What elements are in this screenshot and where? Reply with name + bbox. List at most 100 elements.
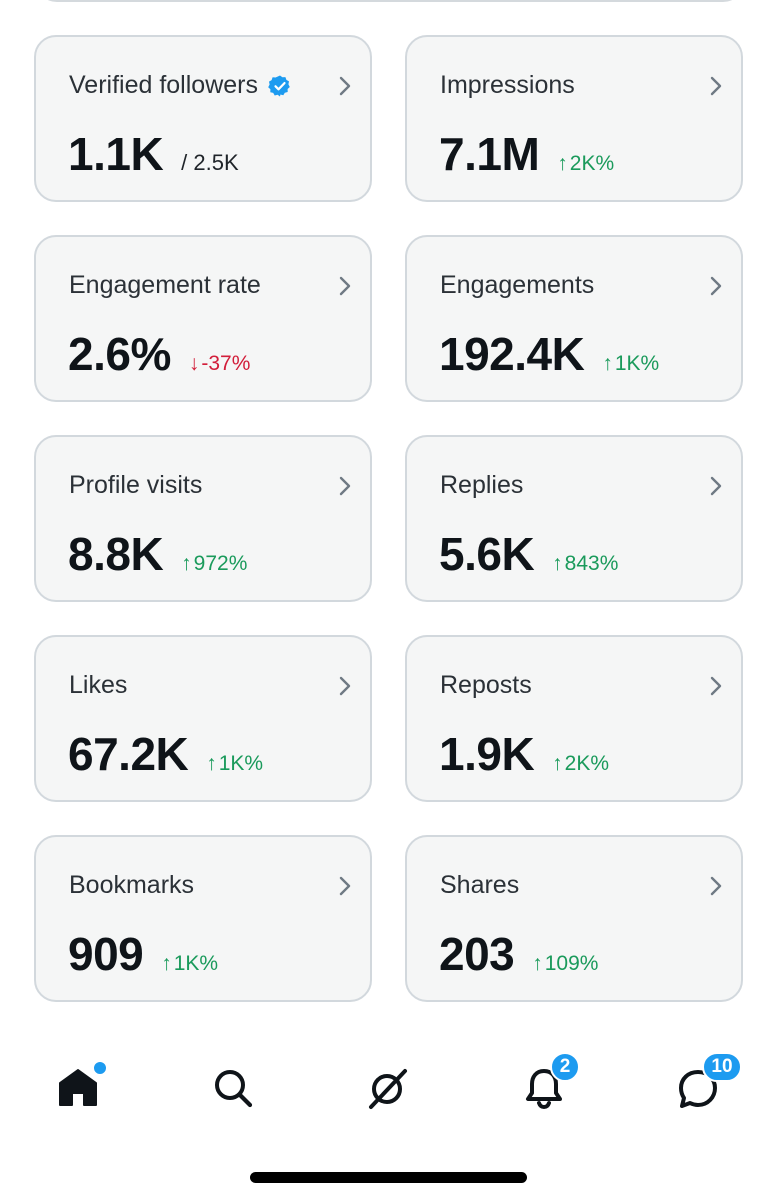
messages-badge: 10 xyxy=(702,1052,742,1082)
metric-delta: ↑ 109% xyxy=(532,952,598,976)
value-row: 1.9K ↑ 2K% xyxy=(439,727,609,781)
arrow-up-icon: ↑ xyxy=(552,752,563,775)
arrow-up-icon: ↑ xyxy=(532,952,543,975)
metric-delta: ↑ 1K% xyxy=(161,952,218,976)
metric-delta: ↑ 2K% xyxy=(557,152,614,176)
value-row: 5.6K ↑ 843% xyxy=(439,527,618,581)
metric-value: 7.1M xyxy=(439,128,540,180)
delta-text: 2K% xyxy=(569,152,615,175)
metric-value: 5.6K xyxy=(439,528,535,580)
delta-text: 109% xyxy=(544,952,599,975)
arrow-up-icon: ↑ xyxy=(161,952,172,975)
value-row: 67.2K ↑ 1K% xyxy=(68,727,263,781)
metric-value: 8.8K xyxy=(68,528,164,580)
card-label-text: Reposts xyxy=(440,671,532,699)
metric-delta: ↓ -37% xyxy=(189,352,251,376)
card-engagement-rate[interactable]: Engagement rate 2.6% ↓ -37% xyxy=(34,235,372,402)
metric-value: 67.2K xyxy=(68,728,189,780)
tab-notifications[interactable]: 2 xyxy=(514,1052,580,1118)
previous-card-edge xyxy=(35,0,745,2)
delta-text: 843% xyxy=(564,552,619,575)
metric-value: 192.4K xyxy=(439,328,585,380)
card-reposts[interactable]: Reposts 1.9K ↑ 2K% xyxy=(405,635,743,802)
arrow-up-icon: ↑ xyxy=(181,552,192,575)
metric-delta: ↑ 972% xyxy=(181,552,247,576)
card-label: Verified followers xyxy=(69,71,292,100)
tab-home[interactable] xyxy=(48,1058,108,1118)
tab-messages[interactable]: 10 xyxy=(668,1052,742,1118)
value-row: 203 ↑ 109% xyxy=(439,927,598,981)
chevron-right-icon xyxy=(339,476,351,496)
verified-badge-icon xyxy=(268,75,290,96)
chat-bubble-icon xyxy=(679,1070,717,1108)
metric-value: 203 xyxy=(439,928,515,980)
arrow-up-icon: ↑ xyxy=(552,552,563,575)
card-label: Profile visits xyxy=(69,471,202,500)
value-row: 7.1M ↑ 2K% xyxy=(439,127,614,181)
card-label: Likes xyxy=(69,671,127,700)
delta-text: 1K% xyxy=(614,352,660,375)
delta-text: 972% xyxy=(193,552,248,575)
arrow-up-icon: ↑ xyxy=(602,352,613,375)
arrow-up-icon: ↑ xyxy=(206,752,217,775)
chevron-right-icon xyxy=(339,276,351,296)
card-label-text: Verified followers xyxy=(69,71,258,99)
new-content-dot xyxy=(92,1060,108,1076)
card-bookmarks[interactable]: Bookmarks 909 ↑ 1K% xyxy=(34,835,372,1002)
grok-icon xyxy=(369,1069,407,1109)
chevron-right-icon xyxy=(710,676,722,696)
card-label-text: Engagements xyxy=(440,271,595,299)
card-profile-visits[interactable]: Profile visits 8.8K ↑ 972% xyxy=(34,435,372,602)
card-label-text: Profile visits xyxy=(69,471,203,499)
arrow-down-icon: ↓ xyxy=(188,352,200,375)
arrow-up-icon: ↑ xyxy=(557,152,568,175)
card-label: Engagements xyxy=(440,271,594,300)
delta-text: -37% xyxy=(201,352,251,375)
analytics-grid: Verified followers 1.1K / 2.5K Impressio… xyxy=(34,35,744,1002)
home-indicator[interactable] xyxy=(250,1172,527,1183)
chevron-right-icon xyxy=(339,876,351,896)
card-impressions[interactable]: Impressions 7.1M ↑ 2K% xyxy=(405,35,743,202)
chevron-right-icon xyxy=(710,76,722,96)
chevron-right-icon xyxy=(710,476,722,496)
delta-text: 1K% xyxy=(173,952,219,975)
card-label-text: Shares xyxy=(440,871,520,899)
value-row: 192.4K ↑ 1K% xyxy=(439,327,659,381)
card-label-text: Impressions xyxy=(440,71,575,99)
card-label-text: Replies xyxy=(440,471,524,499)
metric-delta: ↑ 1K% xyxy=(602,352,659,376)
card-label: Replies xyxy=(440,471,523,500)
value-row: 909 ↑ 1K% xyxy=(68,927,218,981)
metric-value: 909 xyxy=(68,928,144,980)
card-replies[interactable]: Replies 5.6K ↑ 843% xyxy=(405,435,743,602)
metric-total: / 2.5K xyxy=(181,150,239,175)
metric-delta: ↑ 843% xyxy=(552,552,618,576)
search-icon xyxy=(215,1070,253,1108)
metric-value: 2.6% xyxy=(68,328,171,380)
home-icon xyxy=(59,1069,97,1106)
chevron-right-icon xyxy=(339,676,351,696)
chevron-right-icon xyxy=(710,276,722,296)
card-verified-followers[interactable]: Verified followers 1.1K / 2.5K xyxy=(34,35,372,202)
delta-text: 2K% xyxy=(564,752,610,775)
card-label: Bookmarks xyxy=(69,871,194,900)
chevron-right-icon xyxy=(339,76,351,96)
card-shares[interactable]: Shares 203 ↑ 109% xyxy=(405,835,743,1002)
notifications-badge: 2 xyxy=(550,1052,580,1082)
value-row: 2.6% ↓ -37% xyxy=(68,327,250,381)
card-engagements[interactable]: Engagements 192.4K ↑ 1K% xyxy=(405,235,743,402)
card-label-text: Likes xyxy=(69,671,128,699)
card-likes[interactable]: Likes 67.2K ↑ 1K% xyxy=(34,635,372,802)
tab-grok[interactable] xyxy=(358,1058,418,1118)
metric-value: 1.1K xyxy=(68,128,164,180)
metric-delta: ↑ 1K% xyxy=(206,752,263,776)
bottom-tab-bar: 2 10 xyxy=(0,1040,777,1130)
value-row: 1.1K / 2.5K xyxy=(68,127,239,181)
tab-search[interactable] xyxy=(203,1058,263,1118)
metric-delta: ↑ 2K% xyxy=(552,752,609,776)
card-label-text: Bookmarks xyxy=(69,871,195,899)
value-row: 8.8K ↑ 972% xyxy=(68,527,247,581)
metric-value: 1.9K xyxy=(439,728,535,780)
card-label-text: Engagement rate xyxy=(69,271,261,299)
card-label: Impressions xyxy=(440,71,575,100)
